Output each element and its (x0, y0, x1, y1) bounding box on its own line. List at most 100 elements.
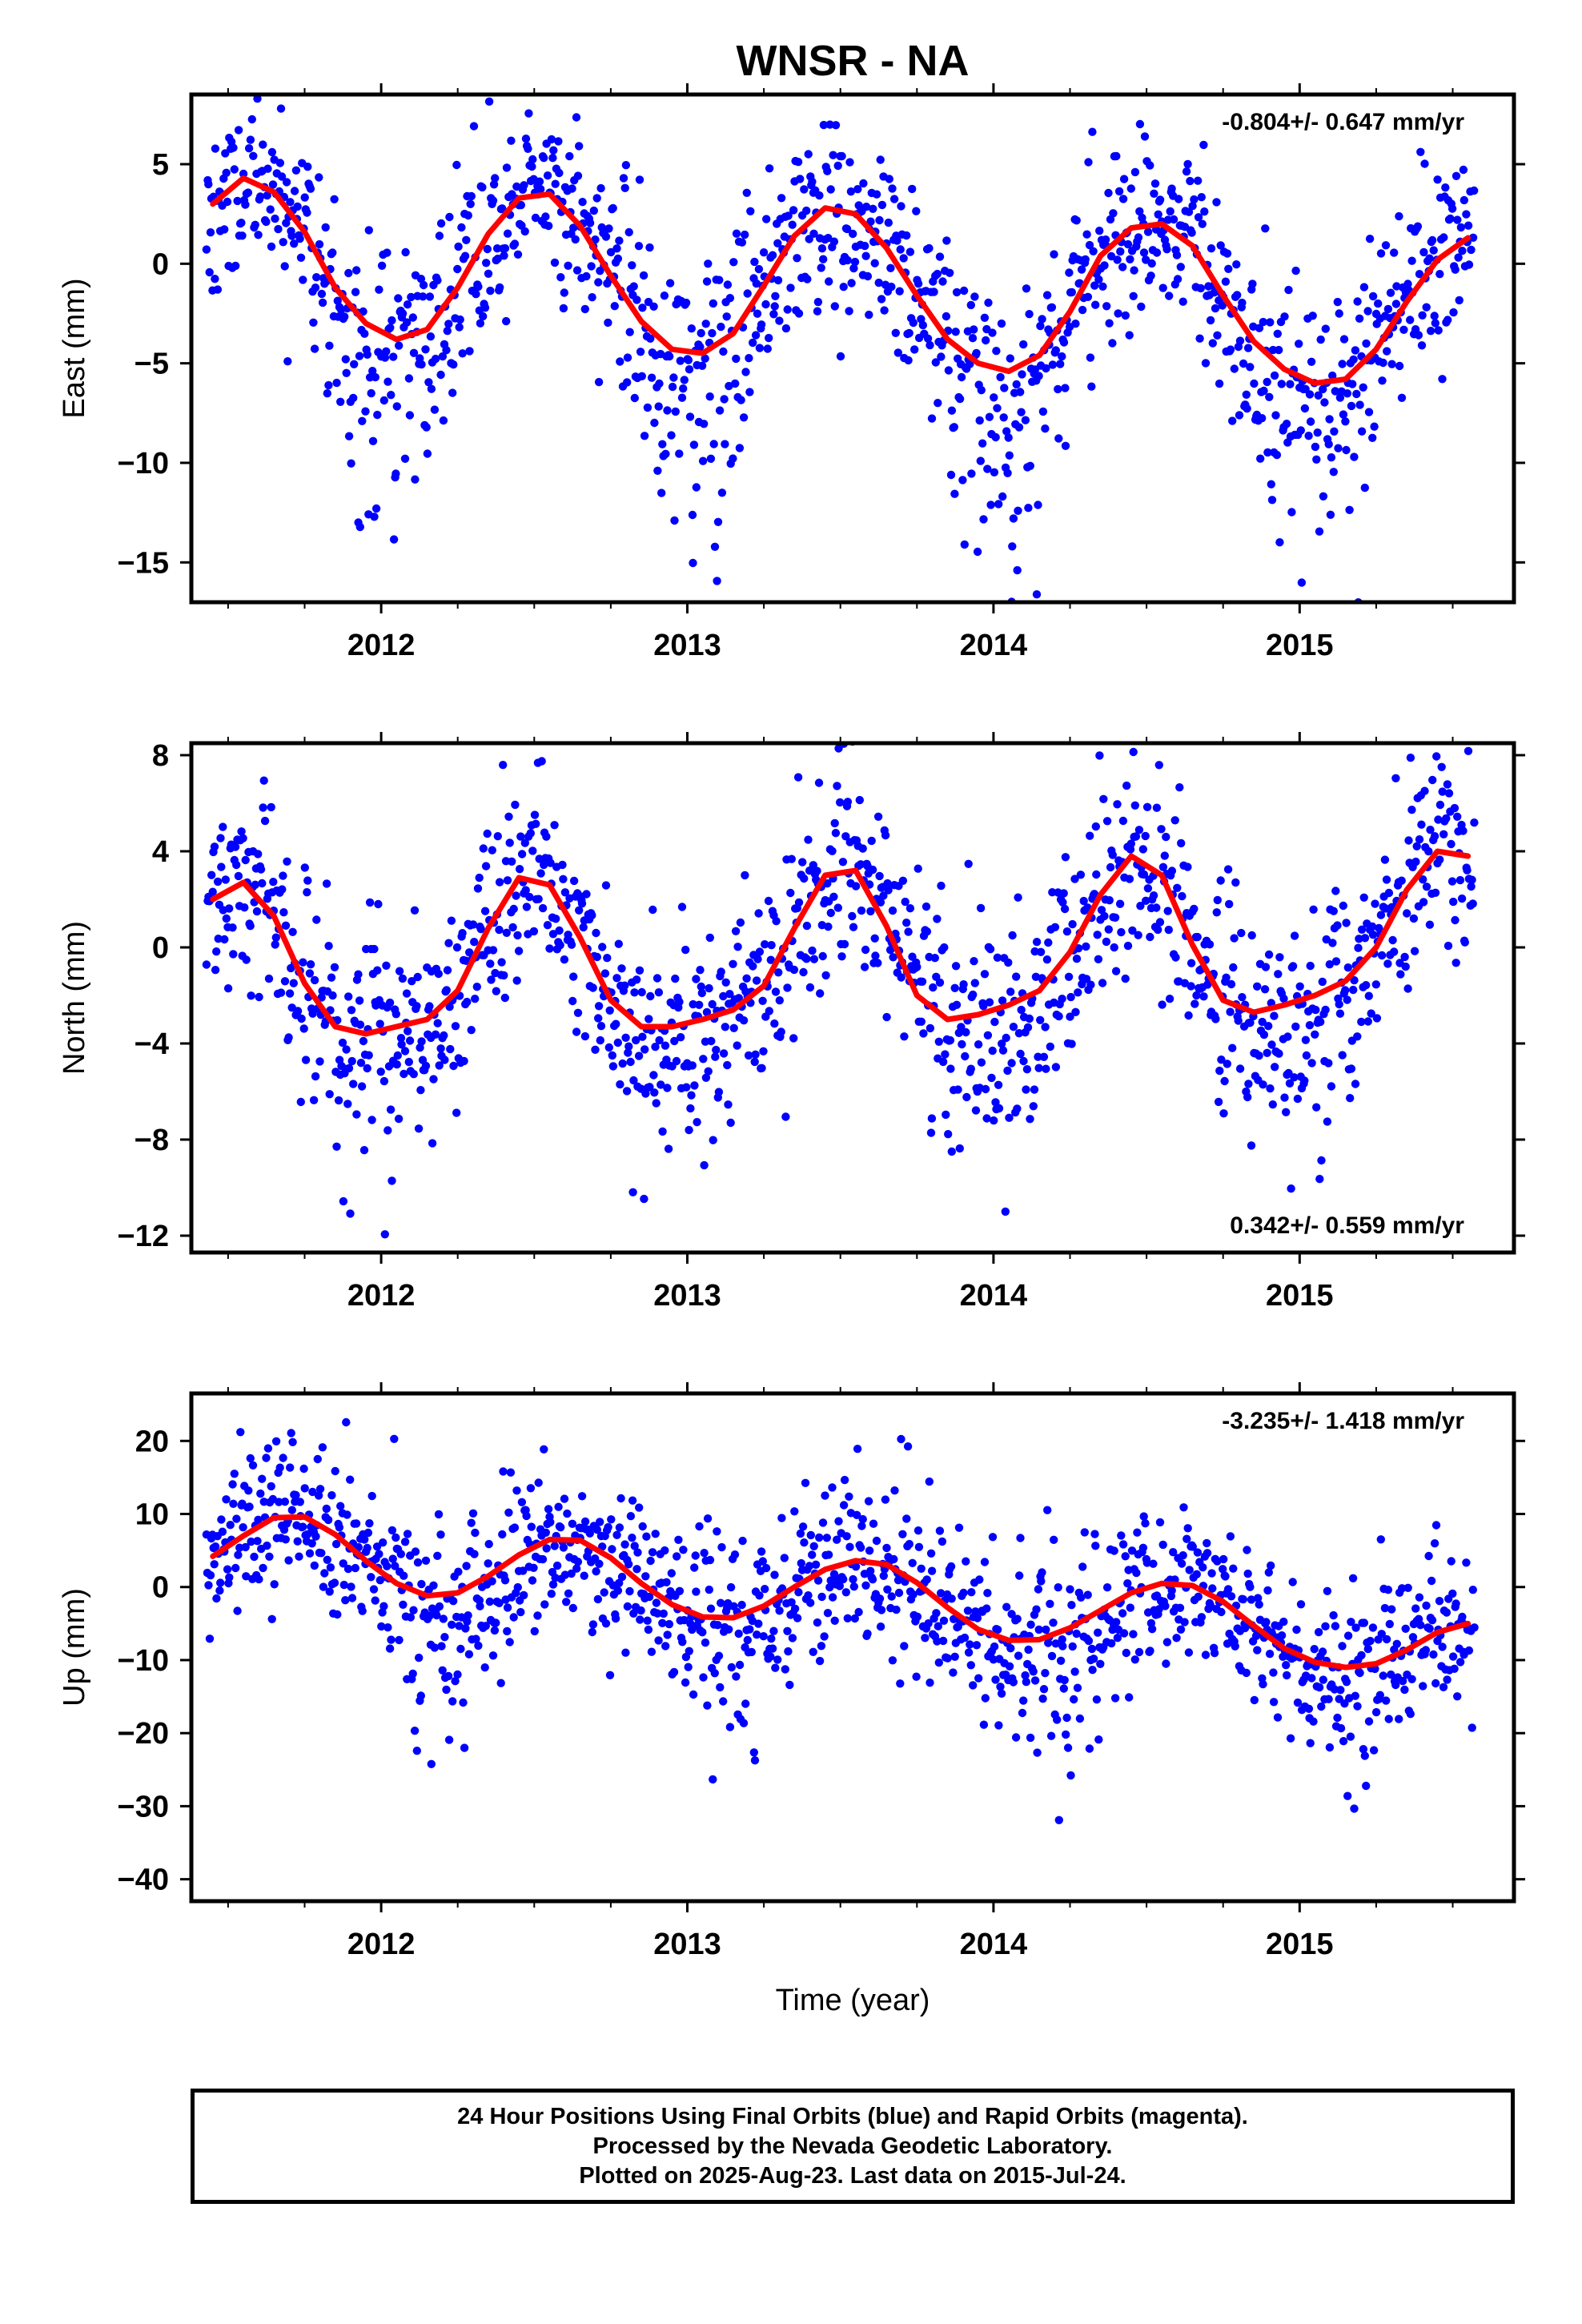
data-point (264, 974, 274, 983)
data-point (775, 316, 784, 325)
data-point (904, 927, 913, 936)
data-point (669, 373, 678, 382)
data-point (1175, 1603, 1185, 1613)
data-point (239, 169, 248, 179)
data-point (861, 1581, 870, 1590)
data-point (1322, 935, 1331, 944)
data-point (1239, 359, 1248, 368)
data-point (656, 1080, 665, 1089)
data-point (1138, 1543, 1148, 1553)
data-point (405, 1036, 415, 1045)
data-point (1101, 235, 1110, 244)
data-point (548, 154, 557, 163)
data-point (800, 874, 809, 883)
data-point (243, 188, 253, 197)
data-point (625, 328, 634, 336)
data-point (622, 1087, 632, 1096)
data-point (328, 991, 337, 1000)
data-point (1081, 255, 1090, 264)
data-point (1061, 853, 1070, 862)
x-axis-label: Time (year) (776, 1984, 930, 2017)
data-point (1084, 1636, 1094, 1646)
data-point (1449, 308, 1458, 317)
y-tick-label: 0 (152, 931, 169, 965)
data-point (1014, 423, 1024, 432)
data-point (689, 440, 699, 449)
data-point (592, 928, 600, 938)
data-point (644, 1592, 654, 1602)
data-point (1125, 1693, 1134, 1702)
data-point (670, 516, 679, 525)
data-point (1419, 1682, 1427, 1691)
data-point (512, 1486, 521, 1495)
data-point (866, 217, 875, 226)
data-point (511, 800, 520, 810)
data-point (1383, 959, 1392, 968)
data-point (818, 255, 828, 263)
data-point (331, 1466, 339, 1476)
data-point (503, 1626, 512, 1636)
data-point (1041, 1669, 1050, 1678)
data-point (572, 1027, 581, 1036)
data-point (828, 1593, 837, 1602)
data-point (929, 983, 938, 992)
data-point (1265, 392, 1274, 401)
data-point (1267, 496, 1277, 505)
data-point (835, 1582, 845, 1590)
data-point (619, 174, 628, 183)
data-point (1383, 304, 1393, 314)
data-point (1255, 1051, 1263, 1060)
data-point (1217, 1607, 1226, 1617)
data-point (1438, 375, 1447, 384)
data-point (1431, 319, 1440, 328)
data-point (1439, 830, 1448, 839)
data-point (1416, 1621, 1425, 1630)
data-point (1230, 364, 1239, 373)
data-point (770, 1019, 779, 1028)
data-point (310, 1561, 319, 1570)
data-point (520, 227, 529, 236)
data-point (232, 860, 241, 870)
data-point (717, 1598, 725, 1607)
data-point (661, 1546, 669, 1555)
data-point (1167, 184, 1176, 193)
data-point (1043, 1506, 1052, 1514)
data-point (1150, 179, 1160, 188)
data-point (1329, 907, 1339, 915)
data-point (1250, 379, 1259, 388)
data-point (1186, 982, 1195, 991)
data-point (937, 1589, 946, 1598)
data-point (698, 456, 708, 465)
data-point (254, 1515, 263, 1525)
data-point (717, 489, 727, 497)
data-point (741, 1699, 750, 1708)
data-point (204, 179, 213, 189)
data-point (1214, 1097, 1223, 1107)
data-point (462, 1562, 471, 1570)
data-point (1074, 944, 1083, 953)
data-point (1357, 427, 1367, 436)
data-point (1366, 1636, 1375, 1646)
data-point (514, 947, 524, 955)
data-point (1110, 913, 1120, 923)
data-point (1355, 314, 1364, 323)
data-point (1264, 1568, 1274, 1577)
data-point (697, 988, 706, 998)
data-point (232, 10, 240, 18)
data-point (351, 1519, 361, 1528)
data-point (343, 1564, 353, 1574)
data-point (973, 547, 982, 557)
data-point (887, 282, 896, 292)
data-point (775, 996, 784, 1005)
data-point (468, 920, 478, 929)
data-point (360, 329, 369, 338)
data-point (673, 1552, 681, 1561)
data-point (846, 187, 856, 196)
data-point (754, 909, 763, 918)
data-point (256, 1489, 265, 1498)
data-point (988, 328, 997, 337)
data-point (853, 185, 862, 194)
data-point (899, 254, 908, 263)
data-point (957, 1023, 966, 1031)
data-point (924, 1619, 933, 1628)
